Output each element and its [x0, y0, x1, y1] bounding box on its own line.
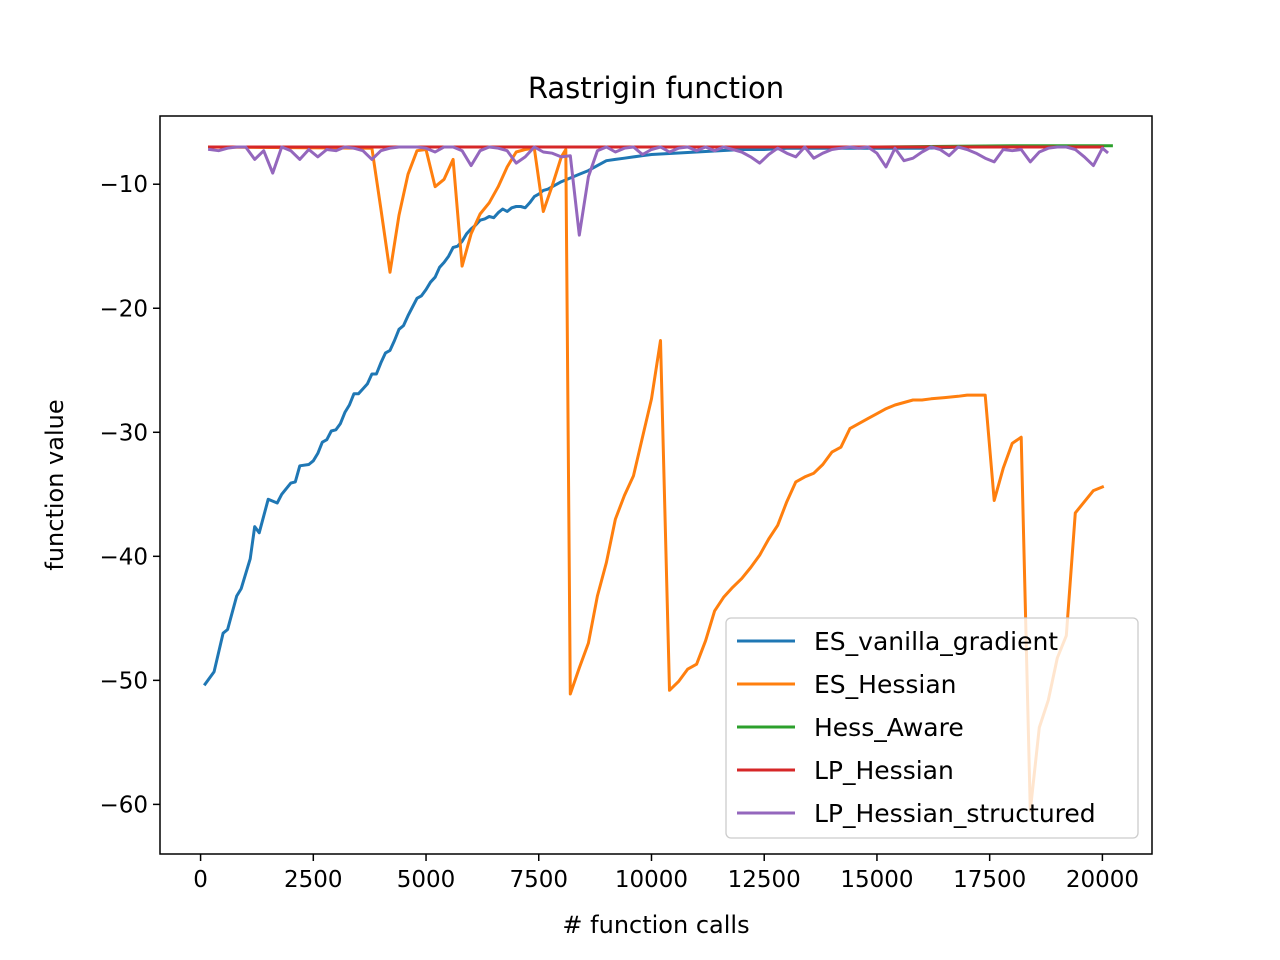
y-axis: −60 −50 −40 −30 −20 −10 [99, 172, 160, 818]
x-tick-label: 15000 [840, 867, 913, 893]
plot-area [159, 115, 1153, 855]
x-tick-label: 0 [193, 867, 208, 893]
x-axis: 0 2500 5000 7500 10000 12500 15000 17500 20000 [193, 854, 1139, 893]
legend-label: Hess_Aware [814, 713, 964, 742]
series-line-es-vanilla-gradient [203, 145, 1104, 687]
legend-label: LP_Hessian [814, 756, 954, 785]
series-line-es-hessian [208, 145, 1105, 813]
x-tick-label: 2500 [284, 867, 343, 893]
plot-frame [159, 115, 1153, 855]
y-tick-label: −20 [99, 296, 148, 322]
series-line-lp-hessian-structured [207, 145, 1110, 237]
y-tick-label: −10 [99, 172, 148, 198]
legend-label: ES_vanilla_gradient [814, 627, 1058, 656]
y-tick-label: −50 [99, 668, 148, 694]
y-tick-label: −30 [99, 420, 148, 446]
y-tick-label: −40 [99, 544, 148, 570]
chart-title: Rastrigin function [528, 71, 784, 105]
x-tick-label: 10000 [615, 867, 688, 893]
y-tick-label: −60 [99, 792, 148, 818]
legend: ES_vanilla_gradient ES_Hessian Hess_Aware L… [725, 617, 1139, 839]
x-tick-label: 20000 [1066, 867, 1139, 893]
y-axis-label: function value [41, 399, 69, 570]
legend-label: ES_Hessian [814, 670, 957, 699]
legend-box [725, 617, 1139, 839]
x-tick-label: 7500 [509, 867, 568, 893]
x-axis-label: # function calls [562, 911, 749, 939]
x-tick-label: 17500 [953, 867, 1026, 893]
x-tick-label: 12500 [728, 867, 801, 893]
legend-label: LP_Hessian_structured [814, 799, 1096, 828]
series-layer [203, 144, 1113, 813]
x-tick-label: 5000 [397, 867, 456, 893]
